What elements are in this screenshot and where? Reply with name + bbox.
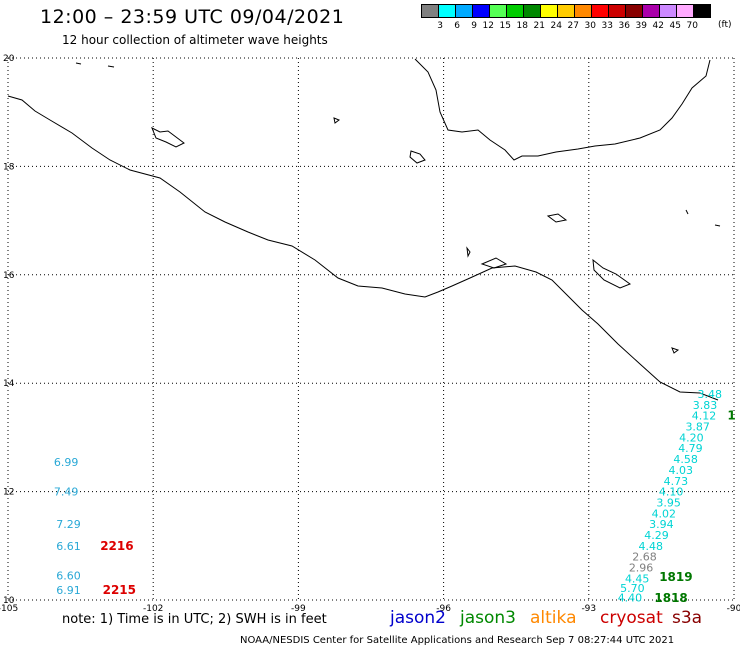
- lat-tick-label: 10: [3, 596, 15, 606]
- wave-height-label: 4.12: [692, 410, 717, 423]
- colorbar-tick-label: 45: [669, 21, 681, 31]
- wave-height-label: 4.10: [659, 486, 684, 499]
- colorbar-swatch: 9: [455, 4, 477, 31]
- wave-height-label: 2.96: [629, 561, 654, 574]
- island: [546, 213, 568, 223]
- pass-time-label: 2215: [103, 583, 136, 597]
- satellite-legend-item: jason3: [460, 608, 516, 628]
- islet: [466, 246, 471, 258]
- wave-height-label: 3.83: [693, 399, 718, 412]
- satellite-legend-item: cryosat: [600, 608, 663, 628]
- lat-tick-label: 18: [3, 162, 15, 172]
- islet: [333, 117, 341, 124]
- island: [480, 257, 508, 269]
- colorbar-tick-label: 30: [584, 21, 596, 31]
- wave-height-label: 4.02: [652, 507, 677, 520]
- pass-time-label: 1: [727, 409, 735, 423]
- wave-height-label: 4.58: [673, 453, 698, 466]
- gulf-of-mexico-coast: [414, 58, 711, 161]
- colorbar-tick-label: 18: [516, 21, 528, 31]
- islet: [685, 209, 689, 215]
- pass-time-label: 2216: [100, 539, 133, 553]
- wave-height-label: 4.73: [664, 475, 689, 488]
- colorbar-swatch: 42: [642, 4, 664, 31]
- wave-height-label: 3.94: [649, 518, 674, 531]
- wave-height-label: 4.48: [639, 540, 664, 553]
- wave-height-label: 3.87: [685, 421, 710, 434]
- footer-note: note: 1) Time is in UTC; 2) SWH is in fe…: [62, 612, 327, 627]
- colorbar-tick-label: 9: [471, 21, 477, 31]
- islet: [75, 62, 82, 65]
- colorbar-legend: 3 6 9 12 15 18 21 24 27 30 33 36 39 42 45 70: [421, 4, 711, 31]
- colorbar-tick-label: 24: [550, 21, 562, 31]
- wave-height-label: 4.40: [618, 591, 643, 604]
- lon-tick-label: -102: [143, 604, 163, 614]
- islet: [714, 224, 721, 227]
- mexico-pacific-coast: [7, 95, 719, 401]
- lat-lon-grid: [7, 57, 735, 601]
- colorbar-unit: (ft): [718, 20, 732, 30]
- satellite-legend-item: altika: [530, 608, 577, 628]
- colorbar-swatch: [693, 4, 711, 18]
- wave-height-label: 3.48: [698, 388, 723, 401]
- colorbar-tick-label: 27: [567, 21, 579, 31]
- wave-height-label: 4.03: [669, 464, 694, 477]
- island: [151, 126, 185, 148]
- colorbar-tick-label: 42: [652, 21, 664, 31]
- footer-credit: NOAA/NESDIS Center for Satellite Applica…: [240, 635, 675, 646]
- colorbar-tick-label: 36: [618, 21, 630, 31]
- lat-tick-label: 16: [3, 271, 15, 281]
- lon-tick-label: -96: [436, 604, 451, 614]
- wave-height-label: 6.91: [56, 584, 81, 597]
- lon-tick-label: -105: [0, 604, 18, 614]
- island: [409, 150, 426, 164]
- wave-height-label: 7.49: [54, 486, 79, 499]
- colorbar-tick-label: 33: [601, 21, 613, 31]
- colorbar-tick-label: 6: [454, 21, 460, 31]
- pass-time-label: 1818: [654, 591, 687, 605]
- colorbar-tick-label: 3: [437, 21, 443, 31]
- island: [592, 258, 632, 289]
- map-title: 12:00 – 23:59 UTC 09/04/2021: [40, 6, 345, 28]
- wave-height-label: 4.45: [625, 572, 650, 585]
- colorbar-tick-label: 12: [482, 21, 494, 31]
- islet: [107, 65, 115, 68]
- axis-tick-labels: -105 -102 -99 -96 -93 -90 10 12 14 16 18 20: [0, 54, 740, 614]
- map-subtitle: 12 hour collection of altimeter wave hei…: [62, 33, 328, 47]
- wave-height-observations: 6.99 7.49 7.29 6.61 6.606.91 3.483.834.123.87…: [54, 388, 722, 604]
- wave-height-label: 3.95: [656, 496, 681, 509]
- colorbar-tick-label: 15: [499, 21, 511, 31]
- wave-height-label: 6.61: [56, 540, 81, 553]
- satellite-legend-item: s3a: [672, 608, 703, 628]
- wave-height-label: 5.70: [620, 582, 645, 595]
- lon-tick-label: -99: [291, 604, 306, 614]
- wave-height-label: 7.29: [56, 518, 81, 531]
- wave-height-label: 4.29: [644, 529, 669, 542]
- lon-tick-label: -93: [581, 604, 596, 614]
- satellite-legend-item: jason2: [390, 608, 446, 628]
- wave-height-label: 2.68: [632, 551, 657, 564]
- wave-height-label: 4.20: [679, 431, 704, 444]
- pass-time-label: 1819: [659, 570, 692, 584]
- colorbar-swatch: 18: [506, 4, 528, 31]
- colorbar-tick-label: 21: [533, 21, 545, 31]
- islet: [671, 347, 680, 354]
- pass-time-labels: 2216 2215 1819 1818 1: [100, 409, 736, 605]
- wave-height-label: 6.60: [56, 570, 81, 583]
- lat-tick-label: 20: [3, 54, 15, 64]
- wave-height-label: 4.79: [678, 442, 703, 455]
- colorbar-tick-label: 70: [686, 21, 698, 31]
- lon-tick-label: -90: [727, 604, 740, 614]
- lat-tick-label: 14: [3, 379, 15, 389]
- colorbar-tick-label: 39: [635, 21, 647, 31]
- coastline: [7, 58, 721, 401]
- wave-height-label: 6.99: [54, 456, 79, 469]
- lat-tick-label: 12: [3, 488, 14, 498]
